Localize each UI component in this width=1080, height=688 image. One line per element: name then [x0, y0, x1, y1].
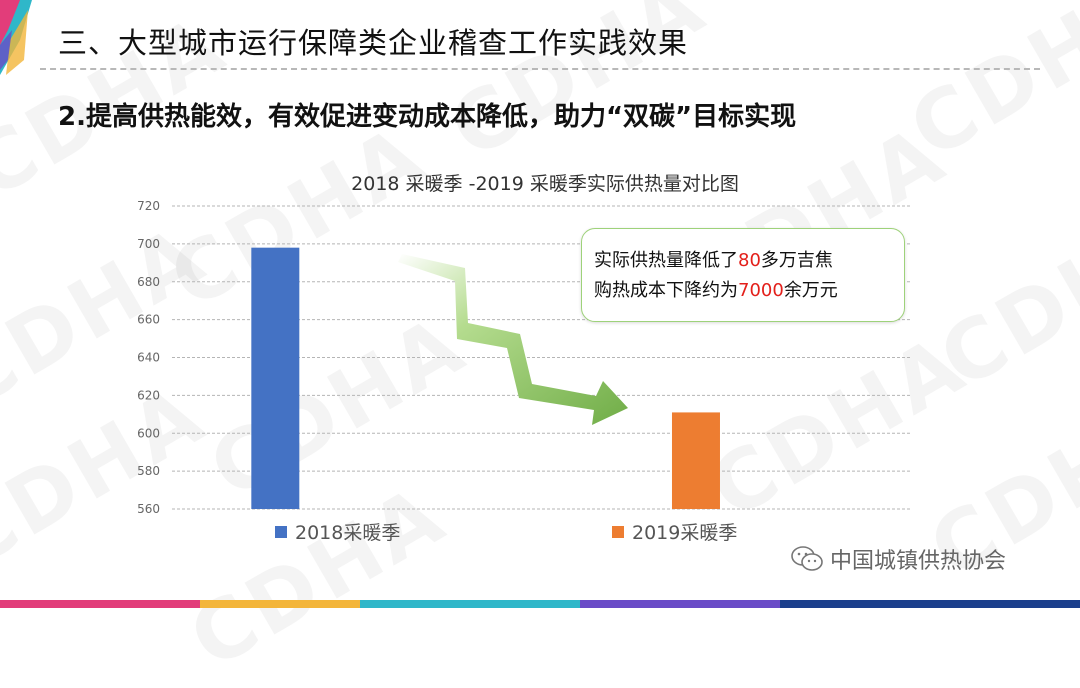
legend-label: 2019采暖季 [632, 522, 737, 544]
legend-swatch [612, 526, 624, 538]
highlight-value: 80 [738, 250, 761, 271]
bar [671, 412, 720, 509]
chart-title: 2018 采暖季 -2019 采暖季实际供热量对比图 [351, 173, 739, 195]
legend-label: 2018采暖季 [295, 522, 400, 544]
callout-text: 余万元 [783, 280, 838, 301]
y-tick-label: 580 [137, 464, 160, 478]
y-tick-label: 620 [137, 388, 160, 402]
brand-name: 中国城镇供热协会 [830, 549, 1007, 574]
bar-chart: 2018 采暖季 -2019 采暖季实际供热量对比图 560 580 600 620 64… [137, 173, 910, 544]
highlight-value: 7000 [738, 280, 784, 301]
callout-box: 实际供热量降低了80多万吉焦 购热成本下降约为7000余万元 [581, 228, 905, 322]
y-tick-label: 600 [137, 426, 160, 440]
callout-text: 实际供热量降低了 [594, 250, 738, 271]
corner-decoration [0, 0, 40, 75]
decrease-arrow [398, 254, 628, 425]
y-tick-label: 660 [137, 313, 160, 327]
callout-line-1: 实际供热量降低了80多万吉焦 [594, 246, 904, 276]
y-tick-label: 700 [137, 237, 160, 251]
y-tick-label: 560 [137, 502, 160, 516]
callout-text: 多万吉焦 [760, 250, 833, 271]
callout-line-2: 购热成本下降约为7000余万元 [594, 276, 904, 306]
callout-text: 购热成本下降约为 [594, 280, 738, 301]
bottom-stripe [0, 600, 1080, 608]
y-tick-label: 640 [137, 351, 160, 365]
bar [251, 247, 300, 509]
wechat-icon [791, 546, 823, 571]
page-subtitle: 2.提高供热能效，有效促进变动成本降低，助力“双碳”目标实现 [58, 102, 797, 132]
footer-brand: 中国城镇供热协会 [790, 543, 1006, 575]
y-tick-label: 720 [137, 199, 160, 213]
y-tick-label: 680 [137, 275, 160, 289]
page-title: 三、大型城市运行保障类企业稽查工作实践效果 [58, 26, 689, 60]
title-divider [40, 68, 1040, 70]
legend-swatch [275, 526, 287, 538]
